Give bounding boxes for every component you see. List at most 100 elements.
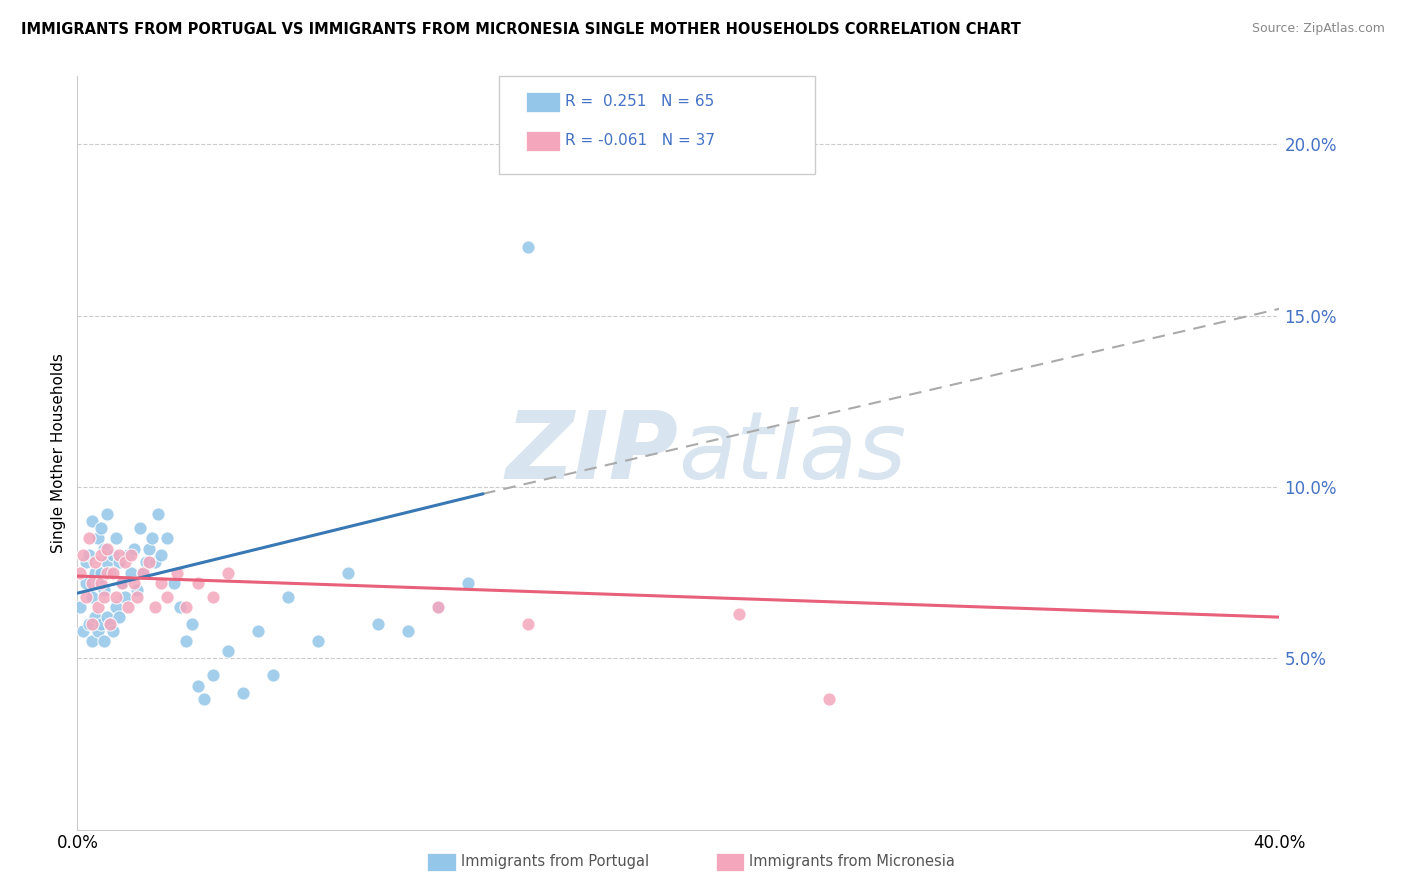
Point	[84, 566, 107, 580]
Point	[132, 566, 155, 580]
Point	[124, 541, 146, 556]
Point	[108, 610, 131, 624]
Point	[150, 549, 173, 563]
Point	[96, 566, 118, 580]
Point	[79, 549, 101, 563]
Point	[120, 566, 142, 580]
Point	[72, 549, 94, 563]
Point	[141, 532, 163, 546]
Point	[232, 685, 254, 699]
Point	[174, 634, 197, 648]
Point	[138, 555, 160, 569]
Point	[103, 566, 125, 580]
Point	[69, 566, 91, 580]
Point	[111, 575, 134, 590]
Point	[82, 634, 104, 648]
Point	[75, 575, 97, 590]
Point	[105, 590, 128, 604]
Point	[72, 624, 94, 638]
Point	[90, 549, 112, 563]
Point	[100, 617, 122, 632]
Point	[174, 599, 197, 614]
Point	[457, 575, 479, 590]
Point	[82, 617, 104, 632]
Text: Immigrants from Micronesia: Immigrants from Micronesia	[749, 855, 955, 869]
Point	[87, 624, 110, 638]
Point	[169, 599, 191, 614]
Point	[75, 555, 97, 569]
Point	[90, 617, 112, 632]
Point	[148, 508, 170, 522]
Point	[100, 617, 122, 632]
Point	[162, 575, 184, 590]
Point	[124, 575, 146, 590]
Point	[201, 590, 224, 604]
Point	[262, 668, 284, 682]
Point	[90, 521, 112, 535]
Point	[96, 610, 118, 624]
Text: IMMIGRANTS FROM PORTUGAL VS IMMIGRANTS FROM MICRONESIA SINGLE MOTHER HOUSEHOLDS : IMMIGRANTS FROM PORTUGAL VS IMMIGRANTS F…	[21, 22, 1021, 37]
Point	[307, 634, 329, 648]
Point	[93, 634, 115, 648]
Point	[93, 541, 115, 556]
Point	[217, 644, 239, 658]
Point	[145, 599, 167, 614]
Point	[132, 566, 155, 580]
Point	[817, 692, 839, 706]
Point	[217, 566, 239, 580]
Point	[103, 549, 125, 563]
Point	[96, 555, 118, 569]
Point	[87, 575, 110, 590]
Point	[108, 549, 131, 563]
Point	[193, 692, 215, 706]
Text: R =  0.251   N = 65: R = 0.251 N = 65	[565, 95, 714, 109]
Point	[186, 575, 209, 590]
Point	[96, 541, 118, 556]
Point	[84, 555, 107, 569]
Point	[201, 668, 224, 682]
Y-axis label: Single Mother Households: Single Mother Households	[51, 352, 66, 553]
Point	[427, 599, 450, 614]
Point	[145, 555, 167, 569]
Point	[93, 590, 115, 604]
Point	[135, 555, 157, 569]
Point	[117, 599, 139, 614]
Text: R = -0.061   N = 37: R = -0.061 N = 37	[565, 134, 716, 148]
Point	[120, 549, 142, 563]
Point	[129, 521, 152, 535]
Point	[90, 566, 112, 580]
Point	[79, 617, 101, 632]
Point	[93, 582, 115, 597]
Point	[114, 555, 136, 569]
Point	[117, 549, 139, 563]
Point	[166, 566, 188, 580]
Point	[517, 617, 540, 632]
Text: Immigrants from Portugal: Immigrants from Portugal	[461, 855, 650, 869]
Point	[114, 590, 136, 604]
Point	[87, 599, 110, 614]
Point	[186, 679, 209, 693]
Point	[277, 590, 299, 604]
Point	[127, 582, 149, 597]
Point	[427, 599, 450, 614]
Text: Source: ZipAtlas.com: Source: ZipAtlas.com	[1251, 22, 1385, 36]
Point	[108, 555, 131, 569]
Point	[75, 590, 97, 604]
Point	[84, 610, 107, 624]
Point	[100, 566, 122, 580]
Point	[367, 617, 389, 632]
Point	[82, 514, 104, 528]
Point	[96, 508, 118, 522]
Point	[82, 575, 104, 590]
Text: ZIP: ZIP	[506, 407, 679, 499]
Point	[69, 599, 91, 614]
Point	[156, 532, 179, 546]
Point	[180, 617, 202, 632]
Point	[727, 607, 749, 621]
Point	[87, 532, 110, 546]
Point	[103, 624, 125, 638]
Point	[105, 599, 128, 614]
Point	[150, 575, 173, 590]
Point	[156, 590, 179, 604]
Text: atlas: atlas	[679, 407, 907, 499]
